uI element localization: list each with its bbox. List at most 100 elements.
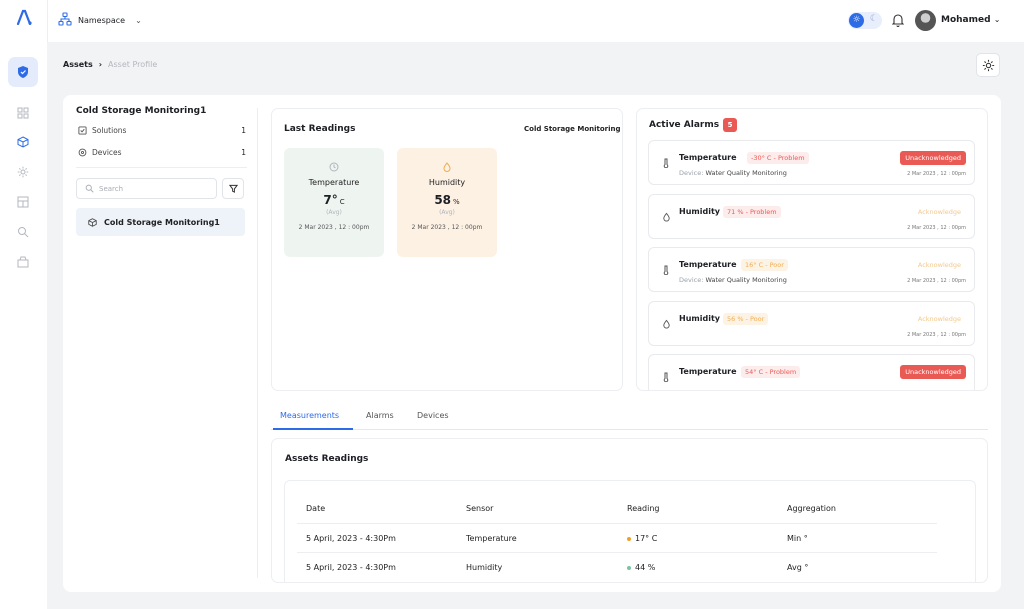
sidebar-item-storage[interactable] <box>15 254 31 270</box>
filter-button[interactable] <box>222 178 244 199</box>
tile-value: 7° <box>323 193 338 207</box>
notifications-bell-icon[interactable] <box>891 12 905 31</box>
tile-timestamp: 2 Mar 2023 , 12 : 00pm <box>411 224 483 231</box>
sidebar-item-reports[interactable] <box>15 194 31 210</box>
acknowledge-button[interactable]: Acknowledge <box>917 208 961 216</box>
reading-value: 17° C <box>635 534 658 543</box>
cell-aggregation: Min ° <box>787 534 808 543</box>
tile-value: 58 <box>434 193 452 207</box>
breadcrumb-assets[interactable]: Assets <box>63 60 93 69</box>
unacknowledged-button[interactable]: Unacknowledged <box>900 151 966 165</box>
cell-date: 5 April, 2023 - 4:30Pm <box>306 563 396 572</box>
alarm-item[interactable]: Humidity 56 % - Poor Acknowledge 2 Mar 2… <box>648 301 975 346</box>
settings-button[interactable] <box>976 53 1000 77</box>
breadcrumb: Assets › Asset Profile <box>63 60 157 69</box>
hierarchy-icon <box>58 12 72 28</box>
row-divider <box>297 552 937 553</box>
cell-aggregation: Avg ° <box>787 563 809 572</box>
sidebar-item-settings[interactable] <box>15 164 31 180</box>
asset-title: Cold Storage Monitoring1 <box>76 106 207 116</box>
humidity-icon <box>662 207 671 226</box>
sidebar-item-assets[interactable] <box>8 57 38 87</box>
sidebar-item-dashboard[interactable] <box>15 105 31 121</box>
tile-aggregation: (Avg) <box>326 209 342 216</box>
cell-date: 5 April, 2023 - 4:30Pm <box>306 534 396 543</box>
search-placeholder: Search <box>99 184 124 193</box>
humidity-icon <box>443 162 451 172</box>
alarm-device-name: Water Quality Monitoring <box>705 169 787 177</box>
row-divider <box>297 523 937 524</box>
app-logo[interactable] <box>16 9 32 29</box>
user-menu[interactable]: Mohamed ⌄ <box>941 15 1000 25</box>
tab-measurements[interactable]: Measurements <box>280 411 340 420</box>
column-header-date: Date <box>306 504 326 513</box>
tree-item-label: Cold Storage Monitoring1 <box>104 217 220 227</box>
unacknowledged-button[interactable]: Unacknowledged <box>900 365 966 379</box>
theme-toggle[interactable]: ☼ ☾ <box>848 12 882 29</box>
tab-alarms[interactable]: Alarms <box>366 411 394 420</box>
gear-icon <box>17 166 29 178</box>
active-tab-indicator <box>273 428 353 430</box>
cell-sensor: Temperature <box>466 534 517 543</box>
tile-aggregation: (Avg) <box>439 209 455 216</box>
humidity-icon <box>662 314 671 333</box>
sidebar-item-search[interactable] <box>15 224 31 240</box>
alarm-item[interactable]: Temperature -30° C - Problem Device: Wat… <box>648 140 975 185</box>
avatar[interactable] <box>915 10 936 31</box>
solutions-row: Solutions 1 <box>78 126 246 135</box>
acknowledge-button[interactable]: Acknowledge <box>917 315 961 323</box>
chevron-right-icon: › <box>98 60 103 69</box>
solutions-count: 1 <box>241 126 246 135</box>
divider <box>76 167 247 168</box>
acknowledge-button[interactable]: Acknowledge <box>917 261 961 269</box>
moon-icon: ☾ <box>869 14 878 24</box>
assets-readings-card: Assets Readings Date Sensor Reading Aggr… <box>271 438 988 583</box>
search-input[interactable]: Search <box>76 178 217 199</box>
alarm-device: Device: Water Quality Monitoring <box>679 169 787 177</box>
alarm-item[interactable]: Temperature 54° C - Problem Unacknowledg… <box>648 354 975 390</box>
top-bar: Namespace ⌄ ☼ ☾ Mohamed ⌄ <box>0 0 1024 42</box>
reading-value: 44 % <box>635 563 656 572</box>
alarm-time: 2 Mar 2023 , 12 : 00pm <box>907 278 966 284</box>
breadcrumb-asset-profile: Asset Profile <box>108 60 158 69</box>
tab-devices[interactable]: Devices <box>417 411 449 420</box>
sidebar-item-devices[interactable] <box>15 134 31 150</box>
devices-count: 1 <box>241 148 246 157</box>
search-icon <box>85 184 94 193</box>
cube-icon <box>17 136 29 148</box>
alarm-count-badge: 5 <box>723 118 737 132</box>
chevron-down-icon: ⌄ <box>993 15 1001 24</box>
thermometer-gauge-icon <box>329 162 339 172</box>
readings-table: Date Sensor Reading Aggregation 5 April,… <box>284 480 976 582</box>
alarm-tag: 16° C - Poor <box>741 259 788 271</box>
namespace-selector[interactable]: Namespace ⌄ <box>58 12 142 28</box>
alarm-time: 2 Mar 2023 , 12 : 00pm <box>907 225 966 231</box>
alarm-sensor: Temperature <box>679 153 737 162</box>
search-icon <box>18 227 29 238</box>
sidebar <box>0 42 47 609</box>
alarm-tag: 54° C - Problem <box>741 366 801 378</box>
alarm-device: Device: Water Quality Monitoring <box>679 276 787 284</box>
column-header-reading: Reading <box>627 504 660 513</box>
alarm-tag: -30° C - Problem <box>747 152 809 164</box>
device-icon <box>78 148 87 157</box>
tile-name: Humidity <box>428 178 466 187</box>
solutions-icon <box>78 126 87 135</box>
alarm-item[interactable]: Temperature 16° C - Poor Device: Water Q… <box>648 247 975 292</box>
tree-item-asset[interactable]: Cold Storage Monitoring1 <box>76 208 245 236</box>
status-dot <box>627 536 631 541</box>
reading-tile-temperature: Temperature 7° C (Avg) 2 Mar 2023 , 12 : … <box>284 148 384 257</box>
namespace-label: Namespace <box>78 15 126 25</box>
tile-unit: % <box>453 198 460 206</box>
cell-reading: 44 % <box>627 563 655 572</box>
alarm-item[interactable]: Humidity 71 % - Problem Acknowledge 2 Ma… <box>648 194 975 239</box>
alarm-time: 2 Mar 2023 , 12 : 00pm <box>907 332 966 338</box>
alarm-tag: 56 % - Poor <box>723 313 769 325</box>
column-header-sensor: Sensor <box>466 504 494 513</box>
thermometer-icon <box>662 260 670 279</box>
dashboard-icon <box>17 107 29 119</box>
active-alarms-title: Active Alarms <box>649 120 720 130</box>
alarm-sensor: Humidity <box>679 207 720 216</box>
alarm-tag: 71 % - Problem <box>723 206 781 218</box>
tile-timestamp: 2 Mar 2023 , 12 : 00pm <box>298 224 370 231</box>
